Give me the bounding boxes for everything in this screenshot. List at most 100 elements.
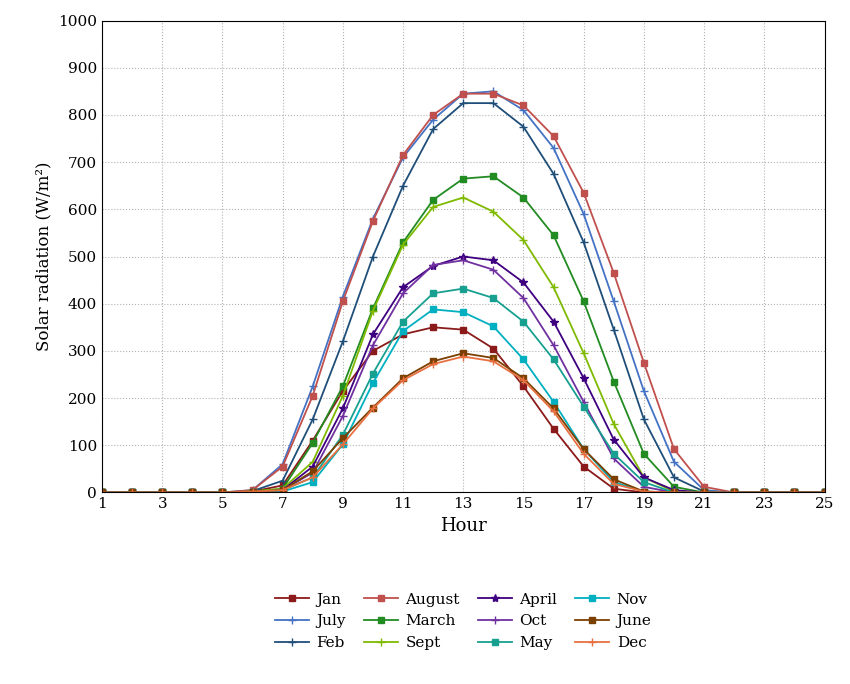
Oct: [428, 261, 439, 269]
July: [127, 488, 137, 497]
X-axis label: Hour: Hour: [440, 517, 486, 535]
Jan: [819, 488, 830, 497]
Dec: [277, 486, 287, 495]
May: [488, 294, 498, 302]
March: [187, 488, 197, 497]
May: [187, 488, 197, 497]
Nov: [308, 478, 318, 486]
April: [157, 488, 167, 497]
July: [428, 116, 439, 124]
Dec: [819, 488, 830, 497]
Dec: [488, 357, 498, 365]
March: [548, 231, 558, 239]
Line: Jan: Jan: [99, 324, 827, 495]
Dec: [247, 488, 258, 496]
Oct: [308, 469, 318, 477]
June: [127, 488, 137, 497]
April: [218, 488, 228, 497]
May: [790, 488, 800, 497]
Oct: [639, 483, 649, 491]
Nov: [790, 488, 800, 497]
July: [609, 298, 619, 306]
June: [819, 488, 830, 497]
Jan: [669, 488, 679, 497]
Dec: [518, 376, 529, 384]
March: [819, 488, 830, 497]
May: [759, 488, 769, 497]
July: [729, 488, 740, 497]
August: [218, 488, 228, 497]
Oct: [699, 488, 709, 497]
Feb: [308, 415, 318, 423]
Sept: [157, 488, 167, 497]
Feb: [218, 488, 228, 497]
April: [308, 462, 318, 471]
August: [518, 101, 529, 109]
April: [699, 488, 709, 497]
Jan: [790, 488, 800, 497]
Dec: [669, 488, 679, 497]
April: [187, 488, 197, 497]
Line: July: July: [98, 87, 829, 497]
May: [277, 486, 287, 495]
June: [669, 488, 679, 497]
Sept: [669, 488, 679, 496]
Dec: [428, 360, 439, 368]
Feb: [548, 170, 558, 178]
Oct: [609, 454, 619, 462]
Nov: [398, 327, 408, 335]
Feb: [428, 125, 439, 133]
April: [398, 283, 408, 291]
April: [729, 488, 740, 497]
July: [639, 387, 649, 395]
Oct: [548, 341, 558, 350]
Jan: [729, 488, 740, 497]
Sept: [368, 306, 378, 315]
April: [609, 436, 619, 444]
Oct: [669, 488, 679, 497]
March: [790, 488, 800, 497]
March: [277, 484, 287, 492]
August: [488, 90, 498, 98]
Jan: [277, 482, 287, 490]
Sept: [790, 488, 800, 497]
Feb: [609, 326, 619, 334]
March: [157, 488, 167, 497]
July: [337, 293, 348, 301]
Dec: [639, 488, 649, 496]
Jan: [699, 488, 709, 497]
Sept: [308, 458, 318, 466]
Nov: [127, 488, 137, 497]
Nov: [729, 488, 740, 497]
August: [187, 488, 197, 497]
Line: Feb: Feb: [98, 99, 829, 497]
August: [790, 488, 800, 497]
Sept: [609, 420, 619, 428]
August: [127, 488, 137, 497]
March: [669, 483, 679, 491]
Oct: [97, 488, 107, 497]
Feb: [97, 488, 107, 497]
Feb: [488, 99, 498, 107]
Sept: [518, 236, 529, 244]
Nov: [218, 488, 228, 497]
Dec: [218, 488, 228, 497]
Sept: [247, 488, 258, 496]
Line: March: March: [99, 174, 827, 495]
August: [699, 483, 709, 491]
Feb: [579, 238, 589, 246]
July: [247, 486, 258, 495]
Jan: [759, 488, 769, 497]
May: [639, 478, 649, 486]
August: [247, 486, 258, 495]
Oct: [127, 488, 137, 497]
Feb: [790, 488, 800, 497]
May: [127, 488, 137, 497]
August: [97, 488, 107, 497]
June: [759, 488, 769, 497]
June: [518, 374, 529, 382]
August: [368, 217, 378, 225]
Line: May: May: [99, 286, 827, 495]
April: [759, 488, 769, 497]
July: [790, 488, 800, 497]
